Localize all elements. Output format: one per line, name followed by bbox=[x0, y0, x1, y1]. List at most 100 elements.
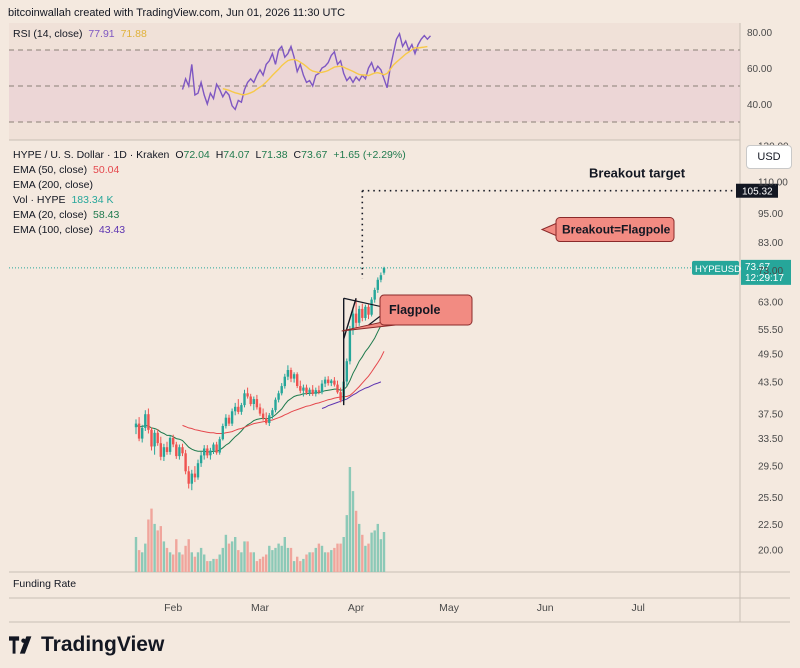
volume-bar bbox=[243, 541, 246, 572]
volume-bar bbox=[196, 552, 200, 572]
candle-body bbox=[277, 393, 280, 400]
candle-body bbox=[212, 444, 215, 451]
candle-body bbox=[240, 405, 243, 412]
last-price-text: 73.67 bbox=[745, 262, 770, 273]
volume-bar bbox=[348, 467, 352, 572]
candle-body bbox=[302, 387, 305, 391]
candle-body bbox=[330, 380, 333, 384]
volume-bar bbox=[178, 552, 181, 572]
candle-body bbox=[261, 413, 265, 419]
candle bbox=[305, 384, 308, 395]
volume-bar bbox=[339, 543, 342, 572]
tradingview-logo-icon bbox=[9, 636, 32, 654]
volume-bar bbox=[382, 532, 386, 572]
candle bbox=[209, 447, 212, 460]
funding-rate-label: Funding Rate bbox=[13, 578, 77, 590]
candle bbox=[181, 443, 184, 457]
volume-bars bbox=[134, 467, 386, 572]
volume-bar bbox=[150, 508, 153, 572]
volume-bar bbox=[249, 552, 252, 572]
candle bbox=[187, 466, 190, 489]
ohlc-low: 71.38 bbox=[261, 149, 288, 161]
volume-bar bbox=[165, 547, 169, 572]
volume-bar bbox=[141, 552, 144, 572]
legend-ema200-label: EMA (200, close) bbox=[13, 179, 93, 191]
volume-bar bbox=[246, 541, 249, 572]
volume-bar bbox=[227, 543, 231, 572]
candle-body bbox=[351, 313, 355, 331]
volume-bar bbox=[199, 547, 203, 572]
candle bbox=[379, 272, 383, 283]
candle-body bbox=[187, 471, 190, 484]
volume-bar bbox=[224, 534, 228, 572]
rsi-axis: 80.00 60.00 40.00 bbox=[747, 28, 772, 111]
time-tick-label: Apr bbox=[348, 602, 365, 614]
candle bbox=[261, 408, 265, 421]
candle-body bbox=[246, 393, 249, 397]
rsi-legend-value: 77.91 bbox=[88, 28, 115, 40]
rsi-legend-name: RSI (14, close) bbox=[13, 28, 83, 40]
candle-body bbox=[348, 330, 352, 362]
candle-body bbox=[289, 370, 293, 379]
legend-ema100-value: 43.43 bbox=[98, 224, 126, 236]
candle-body bbox=[379, 275, 383, 280]
candle-body bbox=[299, 386, 302, 391]
candle bbox=[258, 403, 262, 416]
candle bbox=[150, 427, 153, 451]
candle-body bbox=[230, 411, 234, 424]
candle bbox=[159, 436, 162, 461]
candle-body bbox=[134, 423, 138, 428]
rsi-ma-line bbox=[222, 45, 428, 96]
volume-bar bbox=[283, 537, 286, 572]
currency-button[interactable]: USD bbox=[746, 145, 792, 169]
volume-bar bbox=[351, 491, 355, 572]
candle bbox=[299, 380, 302, 394]
candle bbox=[330, 379, 333, 387]
candle-body bbox=[203, 448, 206, 456]
rsi-panel bbox=[9, 31, 740, 123]
candle bbox=[240, 402, 243, 415]
candle-body bbox=[317, 390, 321, 393]
candle bbox=[351, 309, 355, 335]
candle-body bbox=[354, 313, 358, 323]
candle bbox=[190, 469, 193, 491]
ohlc-open: 72.04 bbox=[183, 149, 210, 161]
candle bbox=[196, 459, 200, 480]
candle-body bbox=[271, 410, 274, 416]
candle bbox=[246, 387, 249, 399]
candle bbox=[286, 365, 290, 381]
candle-body bbox=[320, 383, 324, 393]
volume-bar bbox=[159, 526, 162, 572]
candle-body bbox=[255, 399, 259, 408]
candle bbox=[224, 414, 228, 429]
volume-bar bbox=[147, 519, 150, 572]
volume-bar bbox=[162, 541, 166, 572]
volume-bar bbox=[354, 510, 358, 572]
candle-body bbox=[221, 426, 224, 440]
volume-bar bbox=[268, 545, 271, 572]
volume-bar bbox=[187, 539, 190, 572]
ohlc-high: 74.07 bbox=[223, 149, 250, 161]
volume-bar bbox=[175, 539, 178, 572]
volume-bar bbox=[190, 552, 193, 572]
candle bbox=[265, 412, 268, 425]
candle-body bbox=[196, 463, 200, 478]
volume-bar bbox=[308, 552, 311, 572]
ohlc-low-label: L bbox=[255, 149, 262, 161]
time-tick-label: Jul bbox=[631, 602, 644, 614]
time-tick-label: Feb bbox=[164, 602, 182, 614]
candle-body bbox=[314, 390, 317, 394]
candle-body bbox=[305, 387, 308, 393]
candle bbox=[280, 383, 283, 396]
candle-body bbox=[373, 290, 376, 300]
candle-body bbox=[209, 450, 212, 456]
flagpole-callout-text: Flagpole bbox=[389, 303, 440, 317]
price-tick-label: 20.00 bbox=[758, 545, 783, 556]
candle bbox=[165, 441, 169, 455]
candle bbox=[193, 466, 197, 483]
volume-bar bbox=[296, 556, 299, 572]
legend-ema50: EMA (50, close) 50.04 bbox=[13, 164, 119, 176]
candle bbox=[323, 376, 327, 388]
breakout-target-tag bbox=[736, 183, 778, 198]
volume-bar bbox=[299, 561, 302, 572]
